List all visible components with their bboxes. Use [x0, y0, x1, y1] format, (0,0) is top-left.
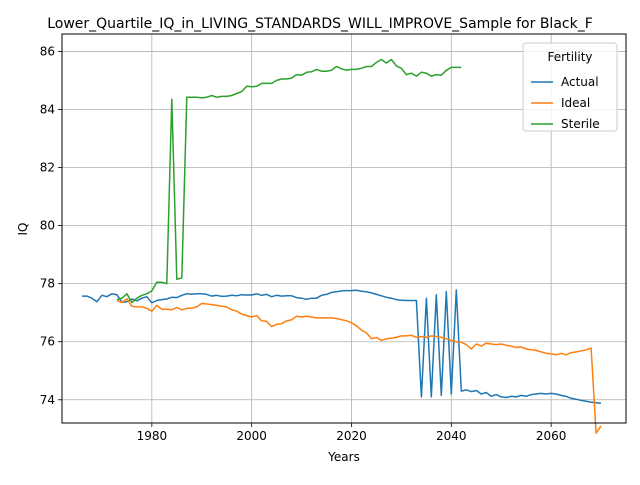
series-line-sterile: [116, 58, 462, 304]
chart-title: Lower_Quartile_IQ_in_LIVING_STANDARDS_WI…: [47, 16, 593, 32]
legend: Fertility Actual Ideal Sterile: [522, 42, 618, 132]
x-tick-label: 2060: [536, 429, 567, 443]
y-tick-label: 80: [40, 219, 55, 233]
x-tick-label: 2040: [436, 429, 467, 443]
plot-frame: [61, 33, 627, 424]
y-tick-label: 76: [40, 335, 55, 349]
legend-box: [522, 42, 618, 132]
legend-label-actual: Actual: [561, 75, 599, 89]
y-axis-ticks: 74 76 78 80 82 84 86: [40, 44, 62, 407]
x-tick-label: 2000: [236, 429, 267, 443]
grid: [62, 34, 626, 423]
series-line-actual: [82, 289, 602, 405]
x-axis-ticks: 1980 2000 2020 2040 2060: [137, 423, 567, 443]
series-line-ideal: [116, 298, 602, 434]
x-tick-label: 1980: [137, 429, 168, 443]
y-tick-label: 82: [40, 161, 55, 175]
x-tick-label: 2020: [336, 429, 367, 443]
y-tick-label: 86: [40, 44, 55, 58]
legend-label-ideal: Ideal: [561, 96, 590, 110]
y-tick-label: 84: [40, 102, 55, 116]
series-lines: [82, 58, 602, 434]
legend-label-sterile: Sterile: [561, 117, 600, 131]
y-axis-label: IQ: [16, 223, 30, 236]
y-tick-label: 78: [40, 277, 55, 291]
legend-title: Fertility: [547, 50, 592, 64]
y-tick-label: 74: [40, 393, 55, 407]
x-axis-label: Years: [327, 450, 360, 464]
